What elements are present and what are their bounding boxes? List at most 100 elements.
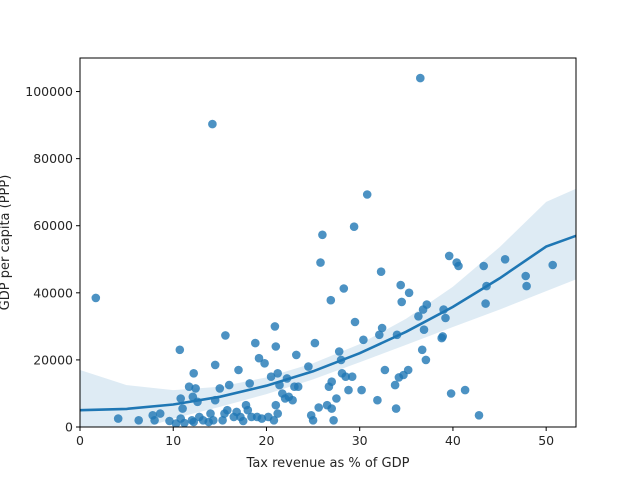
data-point: [223, 405, 232, 415]
data-point: [404, 288, 414, 298]
plot-area: [80, 73, 576, 427]
data-point: [421, 355, 431, 365]
data-point: [165, 416, 174, 426]
data-point: [310, 338, 320, 348]
data-point: [479, 261, 489, 271]
data-point: [375, 330, 384, 340]
data-point: [304, 362, 313, 371]
data-point: [341, 372, 351, 382]
data-point: [350, 317, 360, 327]
data-point: [293, 382, 303, 392]
data-point: [113, 414, 123, 423]
data-point: [377, 323, 387, 333]
x-axis-label: Tax revenue as % of GDP: [246, 456, 410, 471]
data-point: [269, 416, 279, 425]
data-point: [357, 385, 366, 395]
data-point: [419, 325, 429, 335]
data-point: [266, 372, 276, 382]
data-point: [548, 260, 557, 270]
data-point: [180, 418, 189, 427]
data-point: [273, 369, 283, 378]
data-point: [215, 384, 225, 393]
y-tick-label: 0: [65, 420, 73, 435]
data-point: [208, 119, 217, 129]
data-point: [270, 322, 280, 331]
data-point: [257, 414, 267, 423]
data-point: [474, 411, 484, 420]
data-point: [206, 409, 215, 418]
data-point: [454, 261, 463, 271]
data-point: [414, 312, 423, 321]
data-point: [176, 394, 185, 403]
data-point: [376, 267, 386, 277]
data-point: [184, 382, 194, 392]
data-point: [178, 404, 187, 413]
data-point: [481, 299, 490, 308]
x-tick-label: 50: [538, 433, 554, 448]
data-point: [91, 293, 101, 303]
data-point: [218, 416, 227, 425]
data-point: [438, 332, 448, 341]
data-point: [238, 416, 248, 426]
data-point: [391, 404, 401, 413]
data-point: [316, 258, 325, 267]
data-point: [396, 280, 406, 290]
data-point: [150, 416, 159, 425]
data-point: [221, 331, 230, 340]
data-point: [460, 385, 470, 395]
data-point: [308, 416, 318, 425]
data-point: [416, 73, 425, 83]
data-point: [189, 417, 198, 427]
data-point: [189, 369, 198, 378]
data-point: [210, 360, 220, 370]
data-point: [254, 353, 264, 363]
data-point: [521, 271, 530, 281]
data-point: [288, 395, 297, 405]
data-point: [422, 300, 432, 309]
data-point: [403, 365, 413, 375]
data-point: [441, 313, 450, 323]
y-axis-label: GDP per capita (PPP): [0, 175, 13, 311]
data-point: [417, 345, 427, 355]
confidence-band: [80, 188, 576, 427]
data-point: [522, 281, 531, 291]
data-point: [327, 404, 337, 413]
data-point: [175, 345, 185, 355]
data-point: [362, 190, 372, 199]
x-tick-label: 0: [76, 433, 84, 448]
data-point: [339, 284, 349, 293]
y-tick-label: 100000: [25, 84, 73, 99]
data-point: [446, 389, 456, 398]
data-point: [500, 254, 510, 264]
x-tick-label: 20: [259, 433, 275, 448]
data-point: [349, 222, 359, 231]
data-point: [251, 338, 260, 348]
data-point: [260, 359, 269, 368]
data-point: [334, 347, 344, 356]
y-tick-label: 40000: [33, 285, 73, 300]
data-point: [292, 350, 301, 360]
data-point: [444, 251, 454, 261]
axes-frame: [79, 57, 577, 428]
data-point: [314, 403, 324, 412]
data-point: [329, 416, 338, 425]
data-point: [390, 380, 400, 390]
data-point: [234, 365, 243, 375]
y-tick-label: 60000: [33, 218, 73, 233]
data-point: [243, 405, 253, 415]
x-tick-label: 30: [352, 433, 368, 448]
data-point: [347, 372, 357, 382]
data-point: [380, 365, 390, 375]
data-point: [397, 297, 407, 307]
data-point: [327, 377, 337, 387]
data-point: [273, 409, 283, 418]
data-point: [271, 400, 281, 410]
y-tick-label: 80000: [33, 151, 73, 166]
y-tick-label: 20000: [33, 352, 73, 367]
data-point: [344, 385, 353, 395]
data-point: [373, 395, 382, 405]
x-tick-label: 40: [445, 433, 461, 448]
data-point: [245, 379, 254, 388]
data-point: [134, 416, 143, 425]
